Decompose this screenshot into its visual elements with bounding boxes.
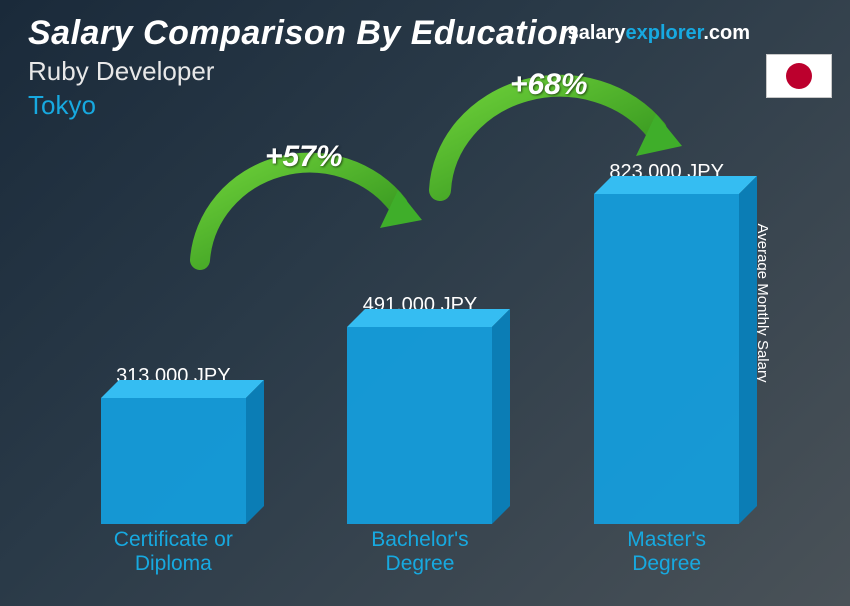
bar-front-face <box>594 194 739 524</box>
country-flag-icon <box>766 54 832 98</box>
bar-group: 313,000 JPY <box>73 365 273 524</box>
category-label: Certificate orDiploma <box>73 528 273 584</box>
category-labels: Certificate orDiploma Bachelor'sDegree Mas… <box>50 528 790 584</box>
category-label: Bachelor'sDegree <box>320 528 520 584</box>
brand-logo: salaryexplorer.com <box>568 22 750 45</box>
brand-part-2: explorer <box>625 22 703 44</box>
bar-top-face <box>594 176 757 194</box>
chart-subtitle-role: Ruby Developer <box>28 56 214 87</box>
bar-group: 491,000 JPY <box>320 294 520 524</box>
bar-side-face <box>246 380 264 524</box>
chart-title: Salary Comparison By Education <box>28 14 580 53</box>
bars-container: 313,000 JPY 491,000 JPY823,000 JPY <box>50 130 790 524</box>
chart-subtitle-location: Tokyo <box>28 90 96 121</box>
bar-group: 823,000 JPY <box>567 161 767 524</box>
bar <box>101 398 246 524</box>
flag-circle <box>786 63 812 89</box>
bar <box>594 194 739 524</box>
category-label: Master'sDegree <box>567 528 767 584</box>
bar-chart: +57% +68% 313,000 JPY491,000 JPY823,000 … <box>50 130 790 584</box>
bar <box>347 327 492 524</box>
brand-part-3: .com <box>703 22 750 44</box>
brand-part-1: salary <box>568 22 626 44</box>
infographic-canvas: Salary Comparison By Education Ruby Deve… <box>0 0 850 606</box>
bar-side-face <box>492 309 510 524</box>
delta-label-2: +68% <box>510 68 588 102</box>
bar-front-face <box>347 327 492 524</box>
bar-top-face <box>101 380 264 398</box>
bar-side-face <box>739 176 757 524</box>
bar-top-face <box>347 309 510 327</box>
bar-front-face <box>101 398 246 524</box>
